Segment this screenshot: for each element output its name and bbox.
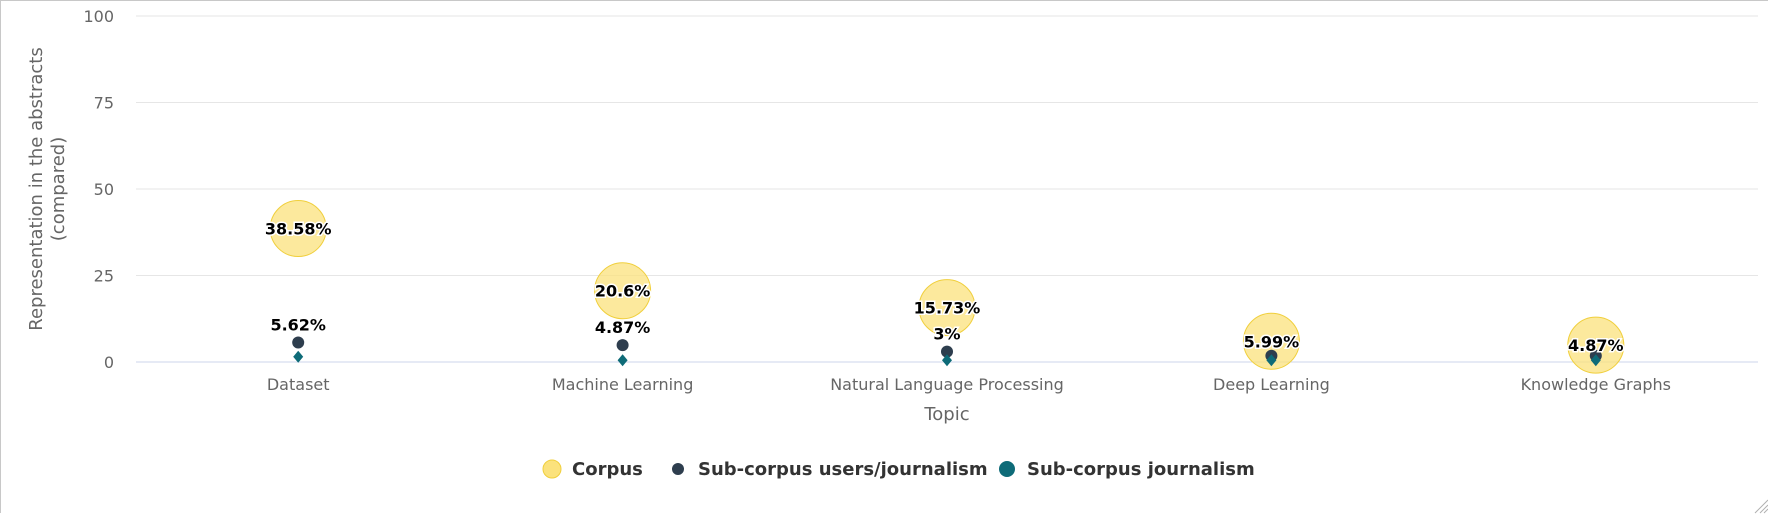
data-label: 4.87%	[595, 318, 651, 337]
x-tick-label: Dataset	[267, 375, 330, 394]
data-label: 4.87%	[1568, 336, 1624, 355]
legend-label: Sub-corpus journalism	[1027, 459, 1255, 480]
data-label: 5.99%	[1244, 332, 1300, 351]
x-axis-ticks: Dataset Machine Learning Natural Language …	[267, 375, 1671, 394]
gridlines	[136, 15, 1758, 363]
x-axis-title: Topic	[923, 404, 969, 425]
y-tick-label: 0	[104, 353, 114, 372]
legend-label: Sub-corpus users/journalism	[698, 459, 988, 480]
legend-symbol	[542, 459, 562, 479]
journalism-point	[1266, 354, 1277, 367]
legend-label: Corpus	[572, 459, 643, 480]
data-label: 3%	[933, 325, 960, 344]
corpus-bubble	[918, 279, 976, 337]
corpus-bubble	[1567, 316, 1625, 374]
data-label: 38.58%	[265, 220, 332, 239]
series-markers	[269, 200, 1625, 374]
corpus-bubble	[594, 262, 652, 320]
x-tick-label: Deep Learning	[1213, 375, 1330, 394]
users-journalism-point	[292, 336, 305, 349]
y-tick-label: 100	[83, 7, 114, 26]
resize-handle-icon[interactable]	[1754, 499, 1768, 514]
data-label: 15.73%	[914, 299, 981, 318]
y-tick-label: 75	[94, 94, 114, 113]
legend-symbol	[999, 461, 1015, 477]
legend-item[interactable]: Corpus	[542, 459, 643, 480]
y-axis-ticks: 0 25 50 75 100	[83, 7, 114, 372]
users-journalism-point	[941, 345, 953, 358]
y-tick-label: 25	[94, 267, 114, 286]
legend-item[interactable]: Sub-corpus journalism	[999, 459, 1255, 480]
x-tick-label: Natural Language Processing	[830, 375, 1064, 394]
legend-item[interactable]: Sub-corpus users/journalism	[672, 459, 988, 480]
y-axis-title-line: Representation in the abstracts	[26, 47, 47, 330]
journalism-point	[942, 354, 952, 367]
x-tick-label: Knowledge Graphs	[1521, 375, 1671, 394]
data-label: 5.62%	[270, 316, 326, 335]
journalism-point	[1590, 354, 1601, 367]
data-label: 20.6%	[595, 282, 651, 301]
data-labels: 38.58% 20.6% 15.73% 5.99% 4.87% 5.62% 4.87% 3%	[263, 218, 1625, 357]
y-axis-title: Representation in the abstracts(compared…	[26, 47, 69, 330]
y-tick-label: 50	[94, 180, 114, 199]
journalism-point	[293, 350, 304, 363]
corpus-bubble	[1242, 312, 1300, 370]
legend-symbol	[672, 463, 684, 475]
journalism-point	[617, 354, 628, 367]
x-tick-label: Machine Learning	[552, 375, 694, 394]
users-journalism-point	[616, 339, 629, 352]
y-axis-title-line: (compared)	[48, 137, 69, 241]
legend: Corpus Sub-corpus users/journalism Sub-cor…	[542, 459, 1255, 480]
corpus-bubble	[269, 200, 327, 258]
